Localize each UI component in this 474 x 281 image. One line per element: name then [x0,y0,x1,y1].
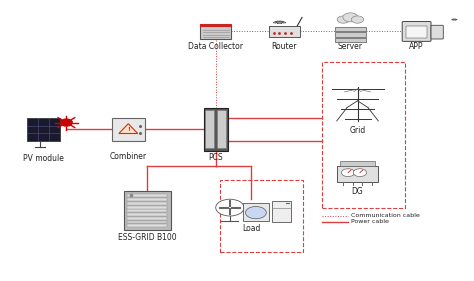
FancyBboxPatch shape [201,24,231,39]
FancyBboxPatch shape [27,118,60,140]
Circle shape [343,13,358,22]
FancyBboxPatch shape [128,202,167,205]
FancyBboxPatch shape [128,224,167,227]
FancyBboxPatch shape [337,166,378,182]
Text: Server: Server [338,42,363,51]
FancyBboxPatch shape [335,38,366,42]
FancyBboxPatch shape [269,26,300,37]
Text: Combiner: Combiner [110,152,147,161]
Text: Load: Load [242,224,260,233]
Text: PV module: PV module [23,155,64,164]
Text: ESS-GRID B100: ESS-GRID B100 [118,233,176,242]
Circle shape [246,207,266,219]
FancyBboxPatch shape [402,22,431,41]
FancyBboxPatch shape [217,110,226,148]
FancyBboxPatch shape [128,221,167,223]
FancyBboxPatch shape [201,24,231,27]
Text: Data Collector: Data Collector [188,42,243,51]
FancyBboxPatch shape [128,217,167,220]
Text: Communication cable: Communication cable [351,214,420,219]
Circle shape [341,169,355,176]
Text: DG: DG [352,187,364,196]
Text: APP: APP [410,42,424,51]
FancyBboxPatch shape [340,162,375,166]
Text: PCS: PCS [209,153,223,162]
FancyBboxPatch shape [128,194,167,197]
FancyBboxPatch shape [128,209,167,212]
FancyBboxPatch shape [204,108,228,151]
FancyBboxPatch shape [406,26,427,38]
Text: Router: Router [272,42,297,51]
Circle shape [351,16,364,23]
FancyBboxPatch shape [128,206,167,209]
Circle shape [353,169,366,176]
Text: Grid: Grid [349,126,365,135]
FancyBboxPatch shape [128,213,167,216]
Circle shape [337,16,349,23]
FancyBboxPatch shape [431,25,443,39]
Text: !: ! [127,127,130,132]
FancyBboxPatch shape [112,118,145,140]
FancyBboxPatch shape [128,198,167,201]
FancyBboxPatch shape [272,201,292,222]
FancyBboxPatch shape [335,27,366,31]
Circle shape [216,199,244,216]
FancyBboxPatch shape [124,191,171,230]
Text: Power cable: Power cable [351,219,389,224]
FancyBboxPatch shape [205,110,214,148]
Polygon shape [119,124,138,133]
FancyBboxPatch shape [243,203,269,221]
FancyBboxPatch shape [335,32,366,37]
Circle shape [61,119,73,126]
